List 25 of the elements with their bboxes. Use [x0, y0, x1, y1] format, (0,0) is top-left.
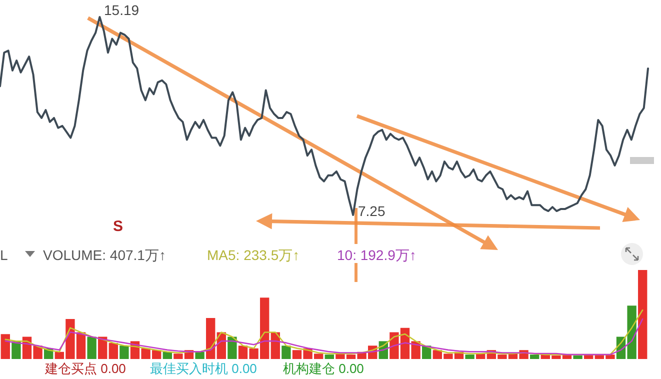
bar: [162, 352, 172, 359]
text: S: [113, 218, 124, 235]
text: VOLUME: 407.1万↑: [43, 247, 166, 263]
bar: [206, 318, 216, 359]
bar: [108, 342, 118, 359]
text: 10: 192.9万↑: [337, 247, 416, 263]
bar: [228, 336, 237, 359]
bar: [195, 352, 204, 359]
text: MA5: 233.5万↑: [207, 247, 300, 263]
bar: [282, 346, 291, 359]
annotation: 15.19: [104, 2, 140, 18]
text: L: [0, 247, 8, 263]
annotation: 7.25: [358, 203, 386, 219]
text: 最佳买入时机 0.00: [150, 361, 257, 376]
bar: [87, 336, 96, 359]
text: 建仓买点 0.00: [44, 361, 126, 376]
bar: [98, 336, 108, 359]
bar: [638, 270, 648, 359]
text: 机构建仓 0.00: [283, 361, 364, 376]
bar: [530, 354, 540, 359]
bar: [324, 354, 334, 359]
bar: [573, 355, 582, 359]
bar: [0, 334, 10, 359]
bar: [465, 354, 474, 359]
bar: [120, 346, 129, 359]
